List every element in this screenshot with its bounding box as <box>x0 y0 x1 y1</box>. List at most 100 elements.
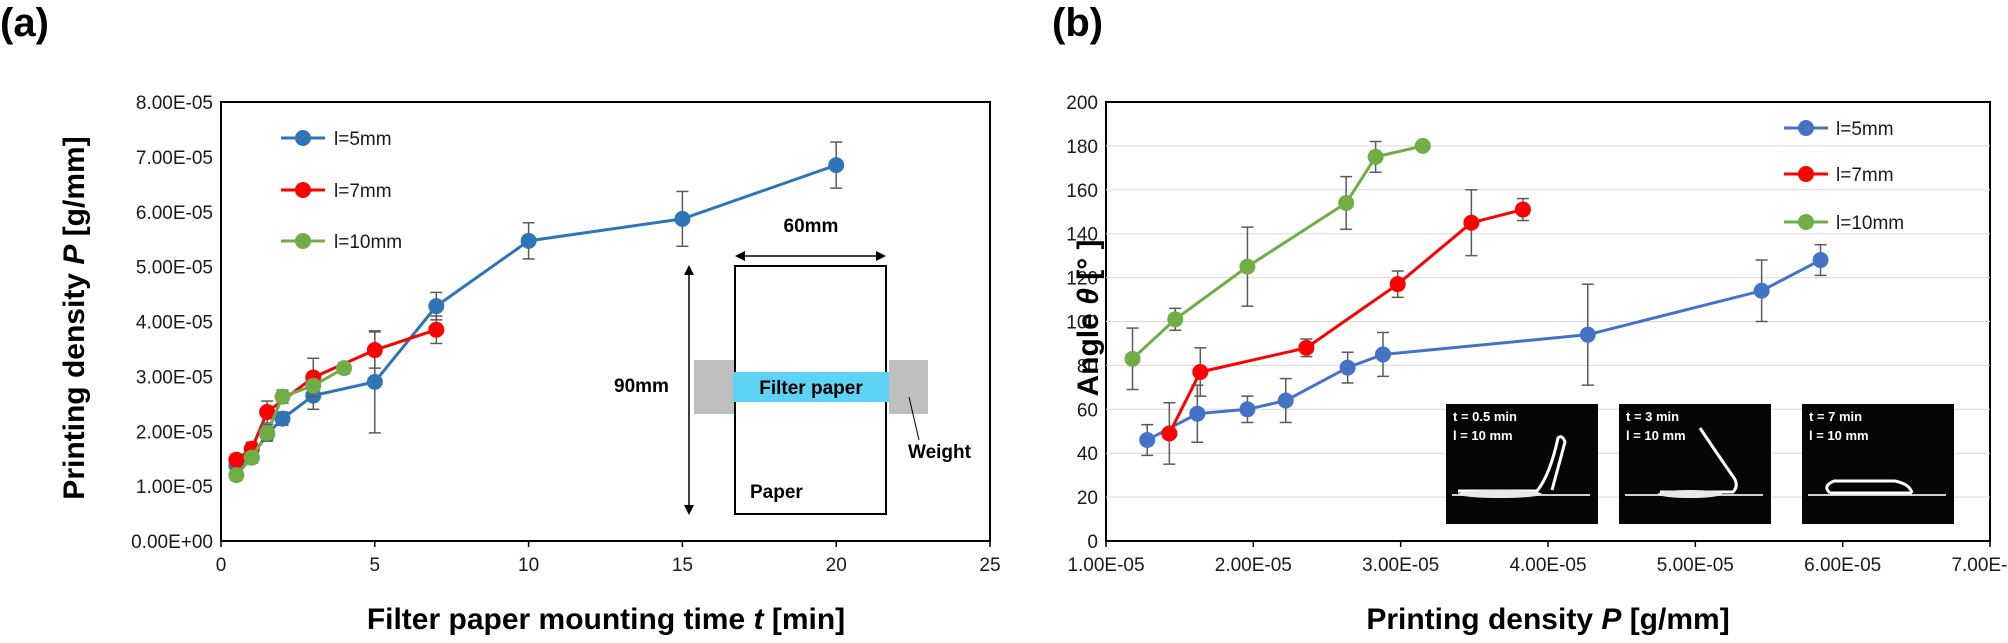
b-data-point <box>1161 425 1178 442</box>
a-y-tick-label: 1.00E-05 <box>136 477 213 498</box>
b-data-point <box>1389 276 1406 293</box>
photo-3-time: t = 7 min <box>1809 409 1862 424</box>
photo-t7: t = 7 min l = 10 mm <box>1802 404 1954 524</box>
bent-paper-3 <box>1825 479 1914 495</box>
a-data-point <box>305 377 322 394</box>
b-x-tick-label: 3.00E-05 <box>1362 555 1439 576</box>
a-x-tick-label: 15 <box>672 555 693 576</box>
a-x-tick-label: 0 <box>216 555 227 576</box>
weight-right <box>889 360 928 414</box>
legend-b-marker-l7 <box>1798 166 1814 182</box>
b-data-point <box>1139 432 1156 449</box>
b-data-point <box>1298 339 1315 356</box>
a-y-tick-label: 0.00E+00 <box>131 532 213 553</box>
b-y-tick-label: 60 <box>1077 400 1098 421</box>
b-data-point <box>1514 201 1531 218</box>
photo-1-length: l = 10 mm <box>1453 428 1513 443</box>
chart-a-plot-area <box>220 101 991 542</box>
legend-b-item-l7: l=7mm <box>1784 165 1894 186</box>
a-data-point <box>520 232 537 249</box>
b-data-point <box>1277 392 1294 409</box>
a-data-point <box>674 210 691 227</box>
photo-frame-3 <box>1802 404 1954 524</box>
a-y-tick-label: 4.00E-05 <box>136 313 213 334</box>
width-label: 60mm <box>784 216 839 237</box>
b-data-point <box>1192 363 1209 380</box>
a-y-tick-label: 8.00E-05 <box>136 93 213 114</box>
legend-b-label-l10: l=10mm <box>1836 213 1904 234</box>
b-data-point <box>1239 401 1256 418</box>
a-data-point <box>428 298 445 315</box>
legend-item-l10: l=10mm <box>281 232 402 253</box>
photo-t05: t = 0.5 min l = 10 mm <box>1446 404 1598 524</box>
a-y-tick-label: 7.00E-05 <box>136 148 213 169</box>
panel-b-label: (b) <box>1052 1 1103 45</box>
b-y-tick-label: 40 <box>1077 444 1098 465</box>
a-data-point <box>428 321 445 338</box>
legend-item-l5: l=5mm <box>281 129 392 150</box>
b-y-tick-label: 80 <box>1077 356 1098 377</box>
panel-a-label: (a) <box>0 1 49 45</box>
b-data-point <box>1167 311 1184 328</box>
a-data-point <box>259 404 276 421</box>
b-y-tick-label: 180 <box>1066 137 1098 158</box>
a-data-point <box>828 157 845 174</box>
b-y-tick-label: 0 <box>1087 532 1098 553</box>
setup-schematic: Filter paper 60mm 90mm Paper Weight <box>614 216 972 515</box>
a-y-tick-label: 2.00E-05 <box>136 422 213 443</box>
legend-b-item-l5: l=5mm <box>1784 119 1894 140</box>
a-x-tick-label: 25 <box>979 555 1000 576</box>
b-data-point <box>1753 282 1770 299</box>
a-data-point <box>336 360 353 377</box>
b-x-tick-label: 4.00E-05 <box>1509 555 1586 576</box>
photo-frame-1 <box>1446 404 1598 524</box>
chart-b-x-axis-title: Printing density P [g/mm] <box>1366 603 1729 636</box>
photo-frame-2 <box>1619 404 1771 524</box>
chart-a-x-axis-title: Filter paper mounting time t [min] <box>367 603 845 636</box>
photo-2-length: l = 10 mm <box>1626 428 1686 443</box>
b-data-point <box>1239 258 1256 275</box>
b-data-point <box>1338 194 1355 211</box>
b-series-0 <box>1139 243 1829 457</box>
b-series-line <box>1131 144 1424 360</box>
bent-paper-1 <box>1458 435 1567 493</box>
b-data-point <box>1189 405 1206 422</box>
b-series-1 <box>1161 189 1531 465</box>
photo-2-time: t = 3 min <box>1626 409 1679 424</box>
b-data-point <box>1414 137 1431 154</box>
b-data-point <box>1124 350 1141 367</box>
b-data-point <box>1463 214 1480 231</box>
chart-b-legend: l=5mm l=7mm l=10mm <box>1784 119 1904 234</box>
legend-b-item-l10: l=10mm <box>1784 213 1904 234</box>
b-data-point <box>1812 252 1829 269</box>
paper-label: Paper <box>750 482 803 503</box>
a-x-tick-label: 20 <box>826 555 847 576</box>
legend-b-label-l7: l=7mm <box>1836 165 1894 186</box>
weight-label: Weight <box>908 442 972 463</box>
chart-a-legend: l=5mm l=7mm l=10mm <box>281 129 402 253</box>
filter-paper-strip <box>733 372 889 402</box>
b-x-tick-label: 7.00E-05 <box>1951 555 2008 576</box>
a-data-point <box>274 388 291 405</box>
height-label: 90mm <box>614 376 669 397</box>
a-data-point <box>274 410 291 427</box>
legend-label-l7: l=7mm <box>334 181 392 202</box>
photo-t3: t = 3 min l = 10 mm <box>1619 404 1771 524</box>
b-series-line <box>1168 208 1524 435</box>
chart-a: 0.00E+00 1.00E-05 2.00E-05 3.00E-05 4.00E-05… <box>58 93 1001 636</box>
chart-b: 0 20 40 60 80 100 120 140 160 180 200 1.00E-05 2.00… <box>1066 93 2008 636</box>
photo-1-time: t = 0.5 min <box>1453 409 1517 424</box>
a-data-point <box>228 467 245 484</box>
b-y-tick-label: 100 <box>1066 313 1098 334</box>
b-data-point <box>1339 359 1356 376</box>
a-y-tick-label: 3.00E-05 <box>136 367 213 388</box>
b-data-point <box>1579 326 1596 343</box>
b-data-point <box>1367 148 1384 165</box>
legend-b-marker-l10 <box>1798 214 1814 230</box>
legend-b-label-l5: l=5mm <box>1836 119 1894 140</box>
b-y-tick-label: 200 <box>1066 93 1098 114</box>
legend-label-l10: l=10mm <box>334 232 402 253</box>
a-data-point <box>366 342 383 359</box>
b-y-tick-label: 20 <box>1077 488 1098 509</box>
